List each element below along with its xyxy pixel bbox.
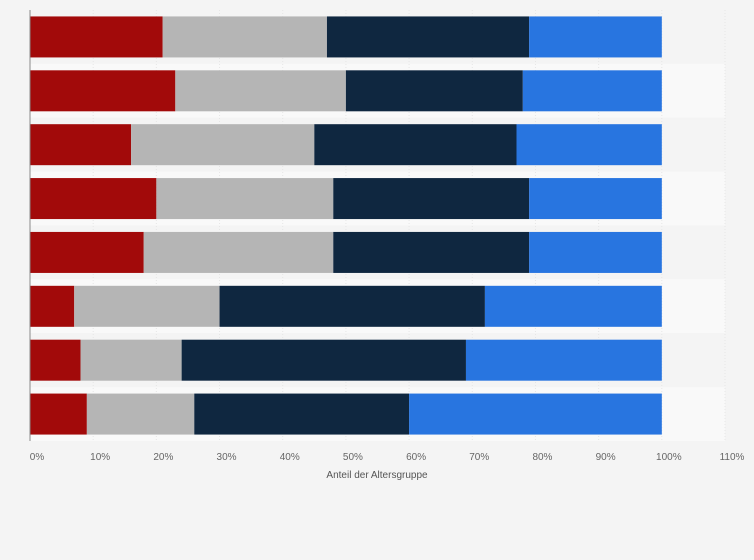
- bar-segment-series-3: [194, 393, 410, 435]
- bar-segment-series-1: [30, 178, 157, 220]
- x-tick-label: 30%: [217, 452, 237, 463]
- x-tick-label: 40%: [280, 452, 300, 463]
- bar-segment-series-2: [162, 16, 327, 58]
- bar-segment-series-1: [30, 285, 75, 327]
- bars: [30, 16, 662, 435]
- bar-segment-series-1: [30, 393, 87, 435]
- x-axis-title: Anteil der Altersgruppe: [326, 470, 428, 481]
- x-tick-label: 100%: [656, 452, 682, 463]
- x-tick-label: 10%: [90, 452, 110, 463]
- bar-segment-series-4: [522, 70, 662, 112]
- bar-segment-series-1: [30, 124, 132, 166]
- bar-segment-series-2: [74, 285, 220, 327]
- x-tick-labels: 0% 10% 20% 30% 40% 50% 60% 70% 80% 90% 100% 110%: [30, 452, 745, 463]
- bar-segment-series-4: [484, 285, 662, 327]
- x-tick-label: 20%: [153, 452, 173, 463]
- bar-segment-series-2: [175, 70, 346, 112]
- bar-segment-series-3: [314, 124, 517, 166]
- x-tick-label: 70%: [469, 452, 489, 463]
- bar-segment-series-1: [30, 70, 176, 112]
- x-tick-label: 50%: [343, 452, 363, 463]
- bar-segment-series-1: [30, 339, 81, 381]
- bar-segment-series-4: [409, 393, 662, 435]
- bar-segment-series-2: [143, 231, 334, 273]
- bar-segment-series-3: [219, 285, 485, 327]
- bar-segment-series-4: [529, 178, 662, 220]
- bar-segment-series-4: [529, 16, 662, 58]
- bar-segment-series-3: [333, 231, 530, 273]
- bar-segment-series-1: [30, 231, 144, 273]
- bar-segment-series-1: [30, 16, 163, 58]
- bar-segment-series-2: [131, 124, 315, 166]
- x-tick-label: 0%: [30, 452, 45, 463]
- bar-segment-series-4: [465, 339, 662, 381]
- x-tick-label: 110%: [720, 452, 745, 463]
- x-tick-label: 80%: [532, 452, 552, 463]
- bar-segment-series-3: [345, 70, 523, 112]
- bar-segment-series-3: [181, 339, 466, 381]
- x-tick-label: 90%: [596, 452, 616, 463]
- bar-segment-series-4: [516, 124, 662, 166]
- bar-segment-series-2: [156, 178, 334, 220]
- bar-segment-series-3: [326, 16, 530, 58]
- bar-segment-series-2: [80, 339, 182, 381]
- bar-segment-series-2: [86, 393, 195, 435]
- x-tick-label: 60%: [406, 452, 426, 463]
- bar-segment-series-4: [529, 231, 662, 273]
- bar-segment-series-3: [333, 178, 530, 220]
